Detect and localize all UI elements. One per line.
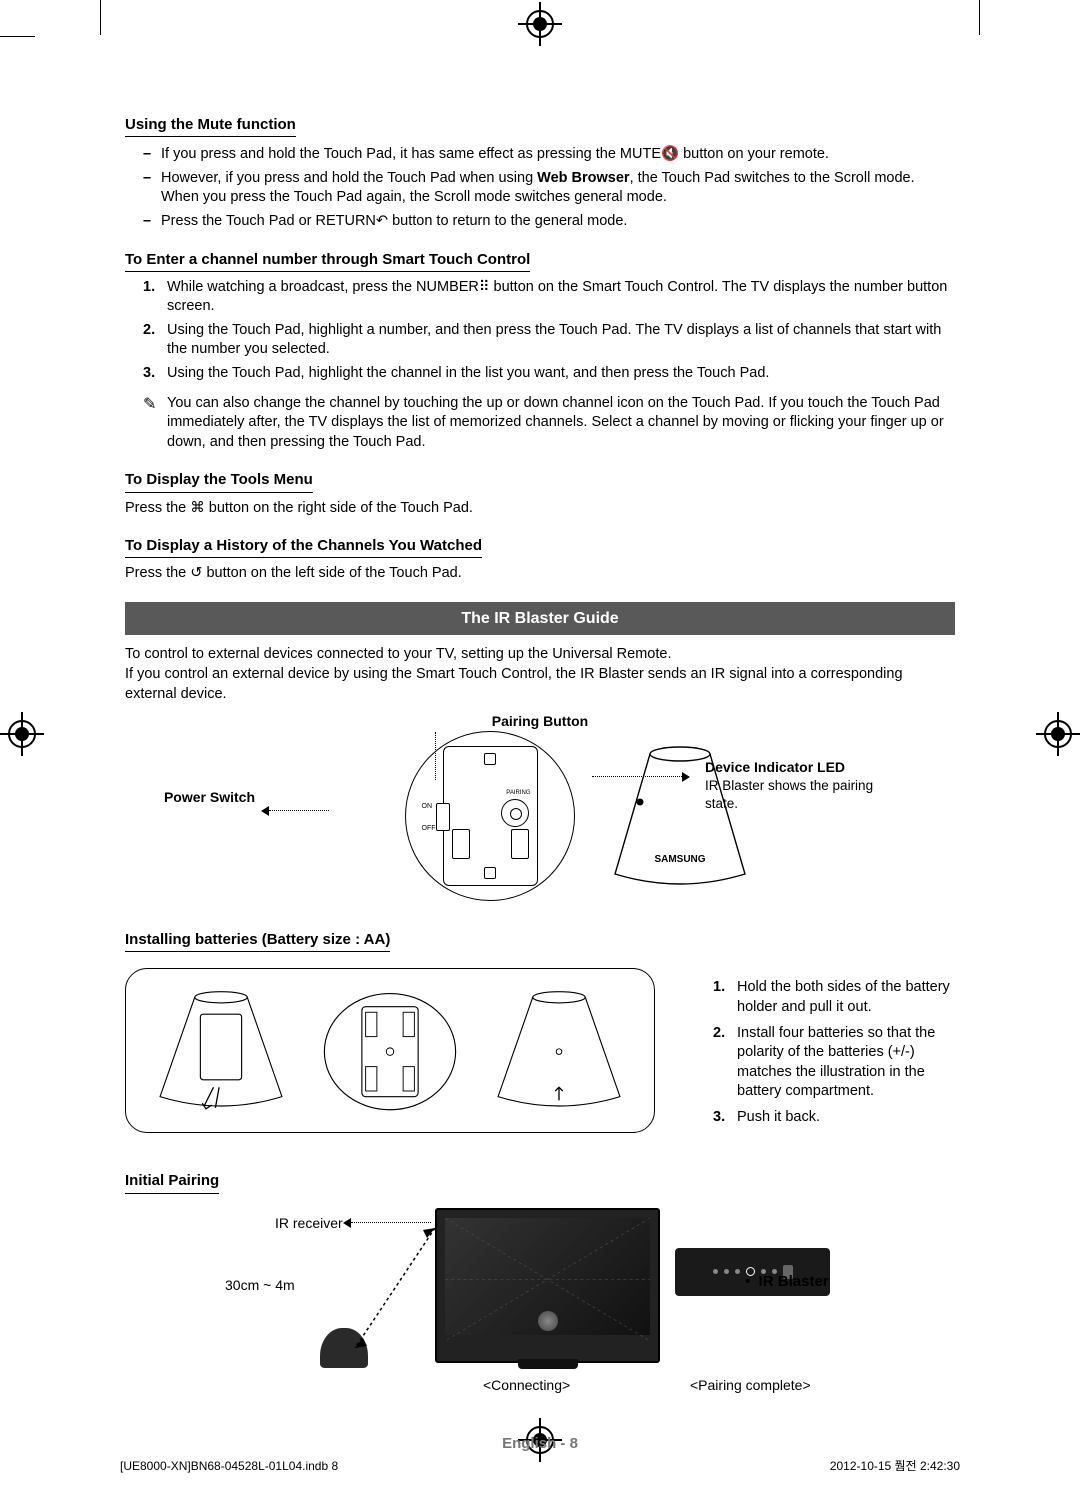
ir-guide-bar: The IR Blaster Guide: [125, 602, 955, 636]
heading-tools: To Display the Tools Menu: [125, 470, 313, 492]
heading-mute: Using the Mute function: [125, 115, 296, 137]
ir-receiver-label: IR receiver: [275, 1214, 343, 1233]
mute-list: If you press and hold the Touch Pad, it …: [143, 145, 955, 231]
ir-diagram-row: Power Switch Pairing Button ON OFF PAIRI…: [125, 716, 955, 916]
list-item: Using the Touch Pad, highlight the chann…: [143, 364, 955, 384]
registration-mark: [8, 720, 36, 748]
connecting-label: <Connecting>: [483, 1376, 570, 1395]
power-switch-label: Power Switch: [125, 788, 255, 809]
registration-mark: [526, 10, 554, 38]
ir-intro-2: If you control an external device by usi…: [125, 665, 955, 704]
ir-blaster-label: • IR Blaster: [745, 1272, 829, 1292]
channel-note: You can also change the channel by touch…: [143, 394, 955, 453]
page-content: Using the Mute function If you press and…: [125, 115, 955, 1394]
complete-label: <Pairing complete>: [690, 1376, 811, 1395]
ir-intro: To control to external devices connected…: [125, 645, 955, 704]
heading-battery: Installing batteries (Battery size : AA): [125, 930, 390, 952]
device-led-callout: Device Indicator LED IR Blaster shows th…: [705, 758, 905, 813]
list-item: Press the Touch Pad or RETURN↶ button to…: [143, 212, 955, 232]
list-item: Install four batteries so that the polar…: [713, 1024, 955, 1102]
heading-channel-number: To Enter a channel number through Smart …: [125, 250, 530, 272]
list-item: Push it back.: [713, 1108, 955, 1128]
pairing-diagram: IR receiver 30cm ~ 4m • IR Bla: [125, 1208, 955, 1408]
tools-text: Press the ⌘ button on the right side of …: [125, 499, 955, 519]
file-name: [UE8000-XN]BN68-04528L-01L04.indb 8: [120, 1458, 338, 1474]
heading-pairing: Initial Pairing: [125, 1171, 219, 1193]
battery-diagram: [125, 968, 655, 1133]
ir-intro-1: To control to external devices connected…: [125, 645, 955, 665]
device-led-label: Device Indicator LED: [705, 758, 905, 777]
list-item: While watching a broadcast, press the NU…: [143, 278, 955, 317]
history-text: Press the ↺ button on the left side of t…: [125, 564, 955, 584]
list-item: If you press and hold the Touch Pad, it …: [143, 145, 955, 165]
registration-mark: [1044, 720, 1072, 748]
distance-label: 30cm ~ 4m: [225, 1276, 295, 1295]
page-footer: English - 8: [125, 1434, 955, 1454]
channel-number-list: While watching a broadcast, press the NU…: [143, 278, 955, 384]
battery-steps: Hold the both sides of the battery holde…: [713, 968, 955, 1133]
list-item: Hold the both sides of the battery holde…: [713, 978, 955, 1017]
device-led-desc: IR Blaster shows the pairing state.: [705, 777, 905, 813]
list-item: Using the Touch Pad, highlight a number,…: [143, 321, 955, 360]
power-switch-icon: [436, 803, 450, 831]
battery-row: Hold the both sides of the battery holde…: [125, 968, 955, 1143]
pairing-button-icon: [501, 799, 529, 827]
ir-bottom-diagram: ON OFF PAIRING: [405, 731, 575, 901]
print-date: 2012-10-15 풤전 2:42:30: [830, 1458, 960, 1474]
print-footer: [UE8000-XN]BN68-04528L-01L04.indb 8 2012…: [120, 1458, 960, 1474]
list-item: However, if you press and hold the Touch…: [143, 169, 955, 208]
heading-history: To Display a History of the Channels You…: [125, 536, 482, 558]
pairing-button-label: Pairing Button: [492, 712, 588, 731]
tv-diagram: [435, 1208, 660, 1363]
samsung-logo: SAMSUNG: [654, 854, 705, 865]
